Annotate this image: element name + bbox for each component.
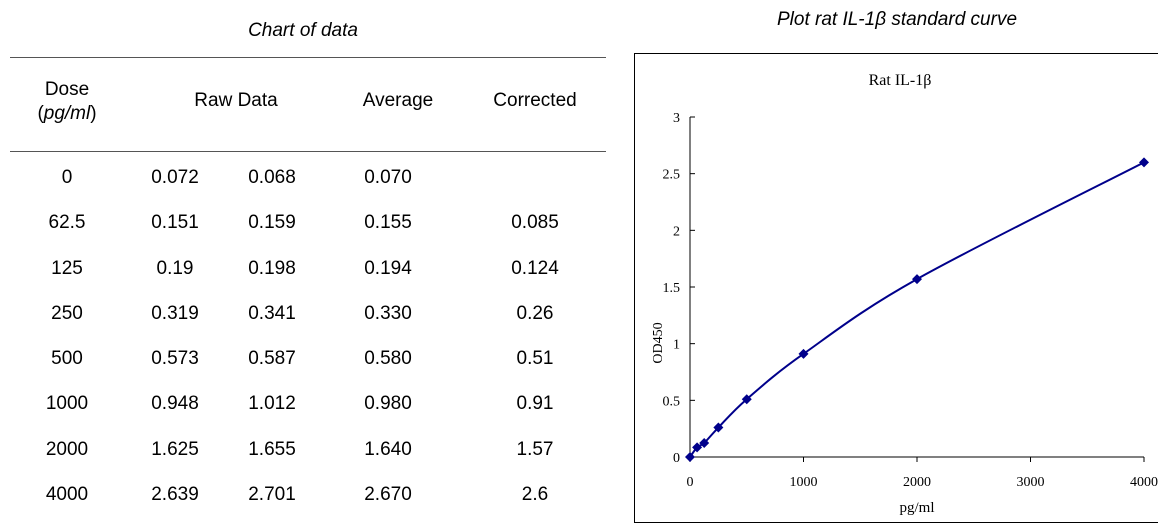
y-tick-label: 0.5	[663, 394, 681, 409]
y-tick-label: 3	[673, 111, 680, 126]
data-points	[685, 157, 1149, 462]
x-tick-label: 2000	[903, 475, 931, 490]
y-tick-label: 2	[673, 224, 680, 239]
x-tick-label: 3000	[1017, 475, 1045, 490]
y-tick-label: 1.5	[663, 281, 681, 296]
y-axis-label: OD450	[651, 322, 666, 363]
x-tick-label: 4000	[1130, 475, 1158, 490]
x-axis-label: pg/ml	[899, 500, 934, 516]
data-point	[912, 274, 922, 284]
y-tick-label: 1	[673, 338, 680, 353]
y-tick-label: 0	[673, 451, 680, 466]
y-tick-label: 2.5	[663, 168, 681, 183]
chart-title: Rat IL-1β	[869, 72, 932, 89]
data-point	[1139, 157, 1149, 167]
x-tick-label: 1000	[790, 475, 818, 490]
chart-axes: 0 0.5 1 1.5 2 2.5 3 0 1000 2000 3000 4000	[663, 111, 1158, 490]
x-tick-label: 0	[687, 475, 694, 490]
trend-curve	[690, 162, 1144, 457]
